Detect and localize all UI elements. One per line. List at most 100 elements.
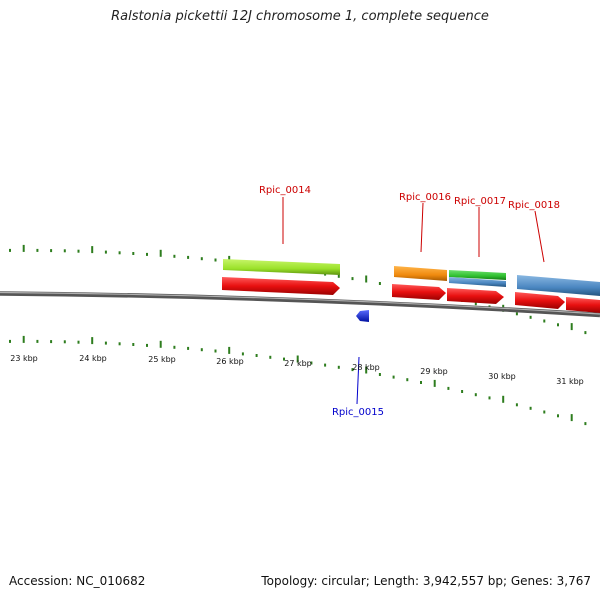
feature-bar-orange[interactable]: [394, 266, 447, 281]
scale-label-25: 25 kbp: [148, 355, 176, 364]
lower-minor-tick: [241, 352, 244, 356]
upper-minor-tick: [36, 248, 39, 252]
scale-label-26: 26 kbp: [216, 357, 244, 366]
lower-minor-tick: [378, 373, 381, 376]
gene-label-rpic-0016[interactable]: Rpic_0016: [399, 192, 451, 203]
lower-minor-tick: [584, 422, 587, 426]
upper-minor-tick: [474, 302, 477, 306]
lower-major-tick: [228, 346, 231, 354]
upper-minor-tick: [515, 312, 518, 316]
lower-major-tick: [570, 414, 573, 422]
cds-arrow-rpic-0015[interactable]: [356, 310, 369, 322]
lower-minor-tick: [515, 403, 518, 407]
chromosome-backbone: [0, 291, 600, 318]
scale-label-24: 24 kbp: [79, 354, 107, 363]
lower-major-tick: [91, 337, 94, 345]
lower-minor-tick: [77, 340, 80, 344]
accession-label: Accession: NC_010682: [9, 574, 146, 588]
upper-minor-tick: [529, 315, 532, 319]
upper-minor-tick: [146, 252, 148, 256]
lower-minor-tick: [310, 361, 313, 365]
upper-minor-tick: [351, 277, 354, 281]
lower-minor-tick: [255, 354, 258, 357]
cds-arrow-rpic-0016[interactable]: [392, 284, 446, 300]
lower-minor-tick: [337, 365, 340, 369]
feature-bar-lime[interactable]: [223, 259, 340, 275]
upper-minor-tick: [173, 254, 176, 258]
upper-minor-tick: [63, 249, 66, 253]
callout-line-rpic-0016: [420, 202, 424, 253]
upper-minor-tick: [337, 274, 340, 278]
gene-label-rpic-0015[interactable]: Rpic_0015: [332, 407, 384, 418]
upper-minor-tick: [200, 257, 203, 261]
scale-label-30: 30 kbp: [488, 372, 516, 381]
lower-minor-tick: [447, 386, 450, 390]
lower-minor-tick: [173, 345, 176, 349]
lower-minor-tick: [36, 339, 39, 343]
chromosome-backbone-highlight: [0, 291, 600, 315]
upper-minor-tick: [584, 331, 587, 335]
gene-callouts: Rpic_0014 Rpic_0016 Rpic_0017 Rpic_0018 …: [259, 185, 560, 418]
lower-minor-tick: [420, 381, 422, 384]
feature-bar-blue-small[interactable]: [449, 277, 506, 287]
scale-label-23: 23 kbp: [10, 354, 38, 363]
lower-minor-tick: [118, 342, 121, 346]
lower-minor-tick: [474, 393, 477, 397]
lower-tick-track: [9, 335, 587, 426]
lower-minor-tick: [9, 339, 11, 343]
upper-minor-tick: [214, 258, 217, 262]
upper-major-tick: [159, 249, 162, 257]
feature-track: [223, 259, 600, 296]
lower-minor-tick: [324, 363, 327, 367]
upper-minor-tick: [543, 319, 546, 323]
lower-minor-tick: [543, 410, 546, 414]
upper-major-tick: [91, 246, 94, 254]
feature-bar-green[interactable]: [449, 270, 506, 280]
upper-minor-tick: [118, 251, 121, 255]
scale-label-27: 27 kbp: [284, 359, 312, 368]
lower-minor-tick: [392, 375, 395, 379]
scale-labels: 23 kbp 24 kbp 25 kbp 26 kbp 27 kbp 28 kb…: [10, 354, 584, 386]
scale-label-28: 28 kbp: [352, 363, 380, 372]
lower-minor-tick: [187, 346, 190, 350]
scale-label-31: 31 kbp: [556, 377, 584, 386]
upper-minor-tick: [187, 255, 190, 259]
lower-minor-tick: [283, 357, 285, 361]
cds-arrow-rpic-0017[interactable]: [447, 288, 504, 304]
gene-label-rpic-0018[interactable]: Rpic_0018: [508, 200, 560, 211]
lower-major-tick: [22, 335, 25, 343]
upper-minor-tick: [9, 248, 11, 252]
lower-major-tick: [433, 379, 436, 387]
upper-major-tick: [22, 244, 25, 252]
gene-label-rpic-0014[interactable]: Rpic_0014: [259, 185, 311, 196]
cds-track-reverse: [356, 310, 369, 322]
lower-minor-tick: [104, 341, 107, 345]
callout-line-rpic-0018: [534, 210, 545, 263]
lower-major-tick: [159, 340, 162, 348]
lower-minor-tick: [200, 348, 203, 352]
cds-arrow-rpic-0018[interactable]: [515, 292, 565, 309]
topology-summary: Topology: circular; Length: 3,942,557 bp…: [261, 574, 591, 588]
lower-minor-tick: [146, 343, 148, 347]
upper-minor-tick: [378, 282, 381, 285]
cds-arrow-next[interactable]: [566, 297, 600, 313]
lower-minor-tick: [63, 340, 66, 344]
lower-minor-tick: [488, 396, 491, 400]
upper-minor-tick: [50, 249, 53, 253]
cds-arrow-rpic-0014[interactable]: [222, 277, 340, 295]
map-title: Ralstonia pickettii 12J chromosome 1, co…: [111, 9, 489, 24]
lower-minor-tick: [351, 368, 354, 372]
lower-major-tick: [502, 395, 505, 403]
lower-minor-tick: [461, 390, 464, 393]
lower-major-tick: [296, 355, 299, 363]
callout-line-rpic-0015: [356, 356, 360, 405]
gene-label-rpic-0017[interactable]: Rpic_0017: [454, 196, 506, 207]
lower-minor-tick: [132, 343, 135, 346]
lower-major-tick: [365, 366, 368, 374]
lower-minor-tick: [406, 378, 409, 382]
feature-bar-blue[interactable]: [517, 275, 600, 296]
lower-minor-tick: [269, 355, 272, 359]
upper-major-tick: [365, 275, 368, 283]
upper-minor-tick: [104, 250, 107, 254]
